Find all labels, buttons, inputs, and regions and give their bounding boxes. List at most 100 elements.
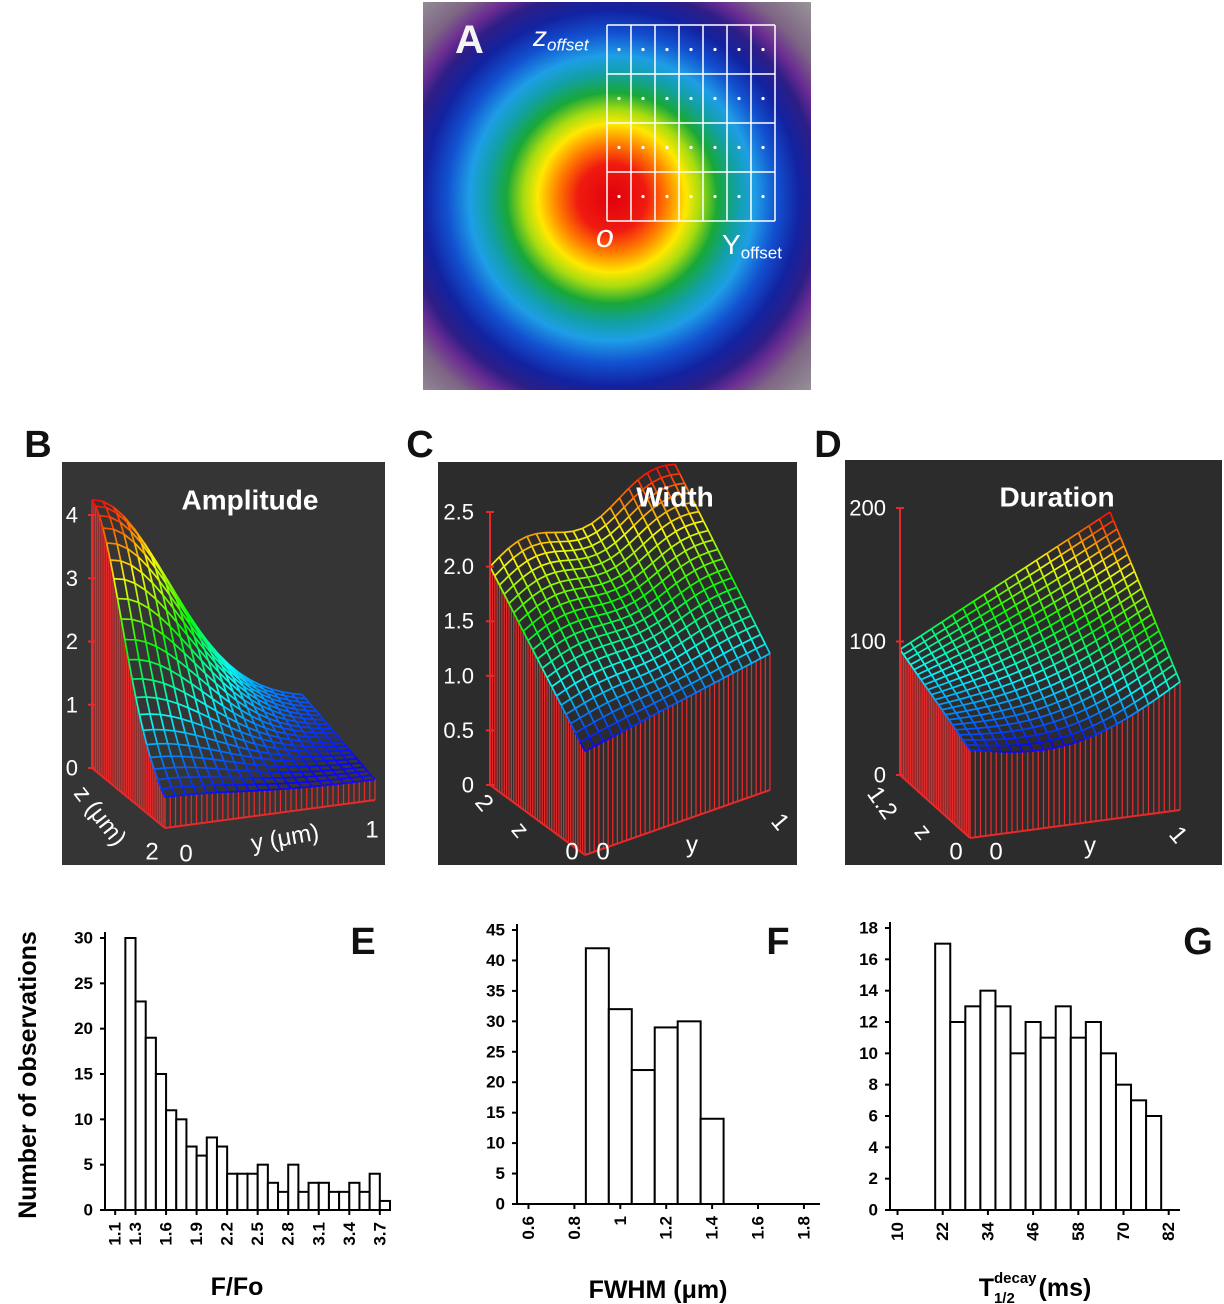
mesh-line	[980, 712, 992, 716]
mesh-line	[1169, 681, 1181, 691]
mesh-line	[587, 594, 598, 598]
mesh-line	[522, 595, 533, 605]
mesh-line	[222, 705, 228, 718]
mesh-line	[1046, 677, 1052, 687]
mesh-line	[624, 648, 632, 659]
mesh-line	[208, 748, 215, 760]
mesh-line	[264, 745, 270, 754]
mesh-line	[948, 698, 960, 703]
mesh-line	[1060, 612, 1072, 621]
mesh-line	[618, 487, 630, 499]
mesh-line	[323, 719, 329, 725]
mesh-line	[587, 596, 594, 607]
mesh-line	[600, 515, 607, 526]
x-tick-label: 46	[1024, 1222, 1043, 1241]
mesh-line	[694, 589, 705, 597]
mesh-line	[569, 648, 576, 659]
mesh-line	[1147, 605, 1153, 615]
mesh-line	[990, 686, 1002, 692]
mesh-line	[1081, 631, 1093, 640]
mesh-line	[326, 723, 332, 730]
intensity-image	[423, 2, 811, 390]
mesh-line	[1011, 707, 1017, 716]
mesh-line	[1084, 614, 1090, 624]
mesh-line	[1025, 734, 1037, 738]
mesh-line	[230, 777, 236, 786]
mesh-line	[1025, 712, 1031, 721]
mesh-line	[569, 643, 580, 650]
mesh-line	[693, 501, 700, 513]
mesh-line	[1106, 626, 1118, 635]
mesh-line	[948, 677, 960, 683]
mesh-line	[243, 717, 255, 725]
mesh-line	[240, 755, 246, 764]
mesh-line	[703, 565, 710, 576]
mesh-line	[159, 664, 165, 684]
mesh-line	[966, 636, 978, 644]
mesh-line	[661, 598, 673, 608]
mesh-line	[983, 623, 989, 632]
mesh-line	[1088, 518, 1100, 527]
mesh-line	[1021, 620, 1027, 630]
grid-dot	[761, 194, 765, 199]
mesh-line	[614, 516, 621, 527]
mesh-line	[136, 534, 143, 544]
mesh-line	[983, 718, 995, 722]
mesh-line	[1021, 704, 1027, 714]
mesh-line	[993, 645, 999, 654]
mesh-line	[1095, 600, 1107, 609]
mesh-line	[1022, 726, 1034, 731]
mesh-line	[212, 698, 224, 707]
mesh-line	[1130, 628, 1136, 638]
mesh-line	[584, 696, 595, 704]
mesh-line	[214, 662, 220, 673]
mesh-line	[1071, 605, 1083, 614]
mesh-line	[253, 723, 259, 732]
y-tick-label: 5	[496, 1164, 505, 1183]
mesh-line	[1036, 705, 1048, 711]
mesh-line	[1085, 703, 1097, 711]
mesh-line	[171, 785, 183, 789]
mesh-line	[1007, 647, 1013, 657]
mesh-line	[146, 742, 158, 746]
mesh-line	[637, 561, 645, 572]
mesh-line	[291, 703, 297, 710]
mesh-line	[293, 776, 299, 784]
mesh-line	[652, 554, 663, 564]
mesh-line	[573, 610, 580, 621]
mesh-line	[690, 677, 701, 685]
mesh-line	[670, 599, 678, 610]
mesh-line	[350, 775, 361, 779]
mesh-line	[527, 632, 538, 642]
mesh-line	[656, 544, 663, 556]
mesh-line	[606, 630, 617, 635]
mesh-line	[1057, 725, 1069, 731]
mesh-line	[269, 788, 281, 791]
mesh-line	[360, 774, 372, 778]
mesh-line	[980, 664, 992, 671]
mesh-line	[335, 758, 347, 762]
mesh-line	[740, 596, 748, 607]
mesh-line	[679, 516, 686, 527]
mesh-line	[662, 653, 669, 664]
mesh-line	[962, 607, 968, 616]
mesh-line	[1036, 616, 1048, 625]
bar	[195, 1154, 208, 1211]
mesh-line	[1155, 680, 1167, 690]
mesh-line	[714, 677, 725, 684]
mesh-line	[168, 776, 179, 780]
offset-label: zoffset	[532, 21, 590, 54]
mesh-line	[708, 649, 716, 660]
mesh-line	[648, 693, 656, 704]
mesh-line	[1074, 677, 1086, 685]
mesh-line	[232, 691, 238, 701]
mesh-line	[145, 641, 157, 648]
mesh-line	[583, 605, 593, 610]
mesh-line	[263, 698, 275, 705]
mesh-line	[634, 640, 645, 647]
mesh-line	[119, 521, 132, 532]
mesh-line	[1078, 590, 1090, 599]
mesh-line	[287, 699, 293, 706]
mesh-line	[624, 606, 631, 616]
mesh-line	[1155, 647, 1167, 657]
